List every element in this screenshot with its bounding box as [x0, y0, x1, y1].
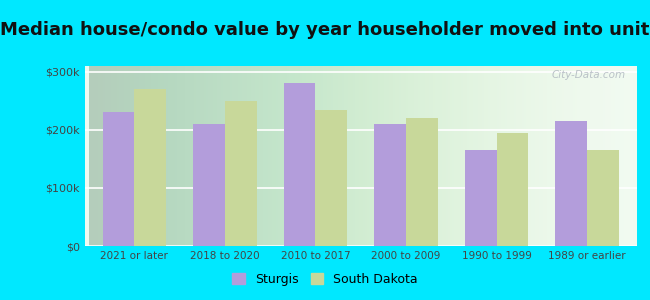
Bar [103, 112, 135, 246]
Bar [284, 83, 315, 246]
Bar [374, 124, 406, 246]
Legend: Sturgis, South Dakota: Sturgis, South Dakota [227, 268, 423, 291]
Bar [556, 121, 587, 246]
Bar [497, 133, 528, 246]
Bar [193, 124, 225, 246]
Text: Median house/condo value by year householder moved into unit: Median house/condo value by year househo… [0, 21, 650, 39]
Bar [315, 110, 347, 246]
Bar [465, 150, 497, 246]
Bar [587, 150, 619, 246]
Text: City-Data.com: City-Data.com [552, 70, 626, 80]
Bar [225, 101, 257, 246]
Bar [406, 118, 437, 246]
Bar [135, 89, 166, 246]
